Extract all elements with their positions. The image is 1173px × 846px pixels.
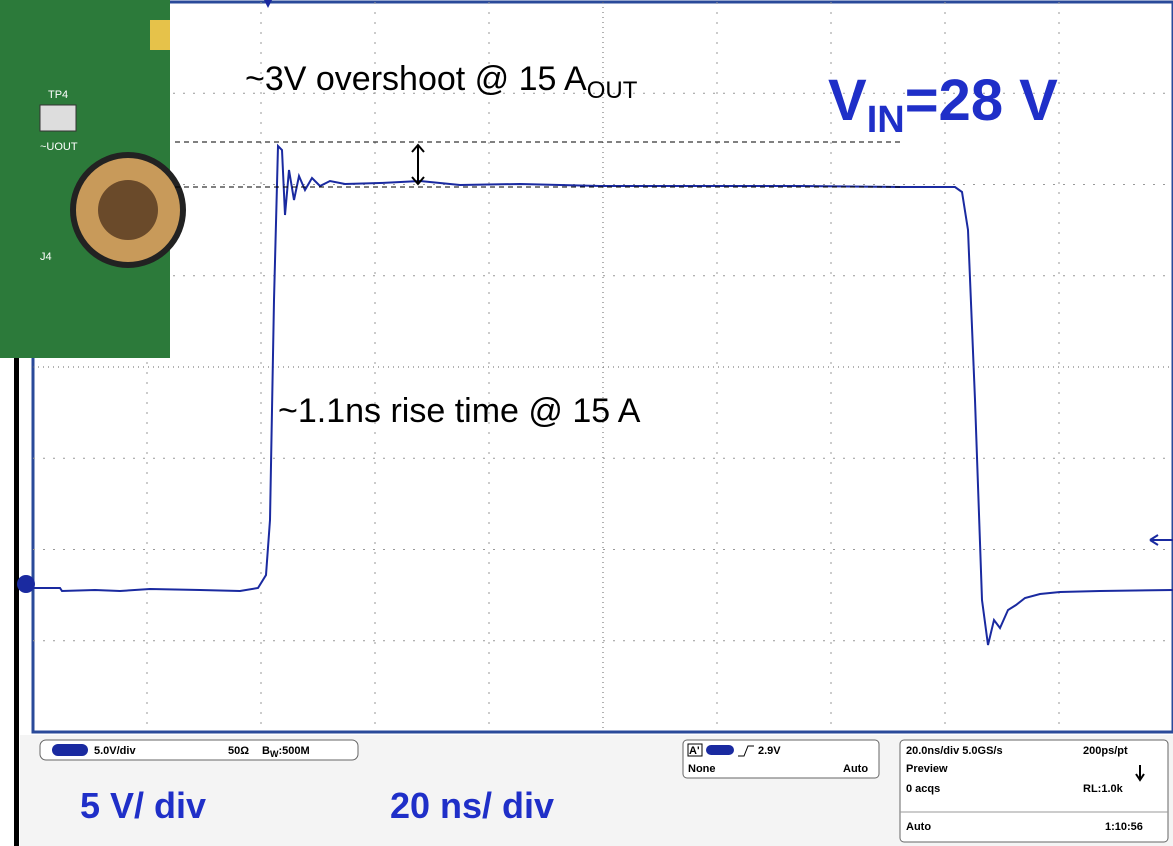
trigger-source: A' xyxy=(689,745,700,757)
scope-screen: TP4 ~UOUT J4 ~3V overshoot @ 15 AOUT VIN… xyxy=(0,0,1173,846)
acq-time: 1:10:56 xyxy=(1105,821,1143,833)
trigger-pill xyxy=(706,745,734,755)
photo-label: ~UOUT xyxy=(40,141,78,153)
vin-sub: IN xyxy=(867,99,905,141)
trigger-coupling: None xyxy=(688,763,716,775)
acq-state: Preview xyxy=(906,763,948,775)
bw-value: :500M xyxy=(278,745,309,757)
channel-impedance: 50Ω xyxy=(228,745,249,757)
photo-label: TP4 xyxy=(48,89,68,101)
trigger-mode: Auto xyxy=(843,763,868,775)
acq-mode: Auto xyxy=(906,821,931,833)
tdiv-label: 20 ns/ div xyxy=(390,785,554,826)
channel-marker xyxy=(17,575,35,593)
channel-pill xyxy=(52,744,88,756)
vdiv-label: 5 V/ div xyxy=(80,785,206,826)
photo-component xyxy=(150,20,170,50)
acq-count: 0 acqs xyxy=(906,783,940,795)
page: TP4 ~UOUT J4 ~3V overshoot @ 15 AOUT VIN… xyxy=(0,0,1173,846)
channel-bw: BW:500M xyxy=(262,745,310,759)
acq-resolution: 200ps/pt xyxy=(1083,745,1128,757)
acq-record: RL:1.0k xyxy=(1083,783,1124,795)
photo-label: J4 xyxy=(40,251,52,263)
overshoot-text: ~3V overshoot @ 15 A xyxy=(245,60,587,98)
overshoot-sub: OUT xyxy=(587,77,638,104)
overshoot-label: ~3V overshoot @ 15 AOUT xyxy=(245,60,638,104)
trigger-level: 2.9V xyxy=(758,745,781,757)
vin-main: V xyxy=(828,68,867,133)
bw: B xyxy=(262,745,270,757)
photo-jack-hole xyxy=(98,180,158,240)
channel-scale: 5.0V/div xyxy=(94,745,136,757)
photo-testpoint xyxy=(40,105,76,131)
rise-label: ~1.1ns rise time @ 15 A xyxy=(278,392,641,430)
acq-timebase: 20.0ns/div 5.0GS/s xyxy=(906,745,1003,757)
vin-rest: =28 V xyxy=(905,68,1058,133)
vin-label: VIN=28 V xyxy=(828,68,1058,141)
